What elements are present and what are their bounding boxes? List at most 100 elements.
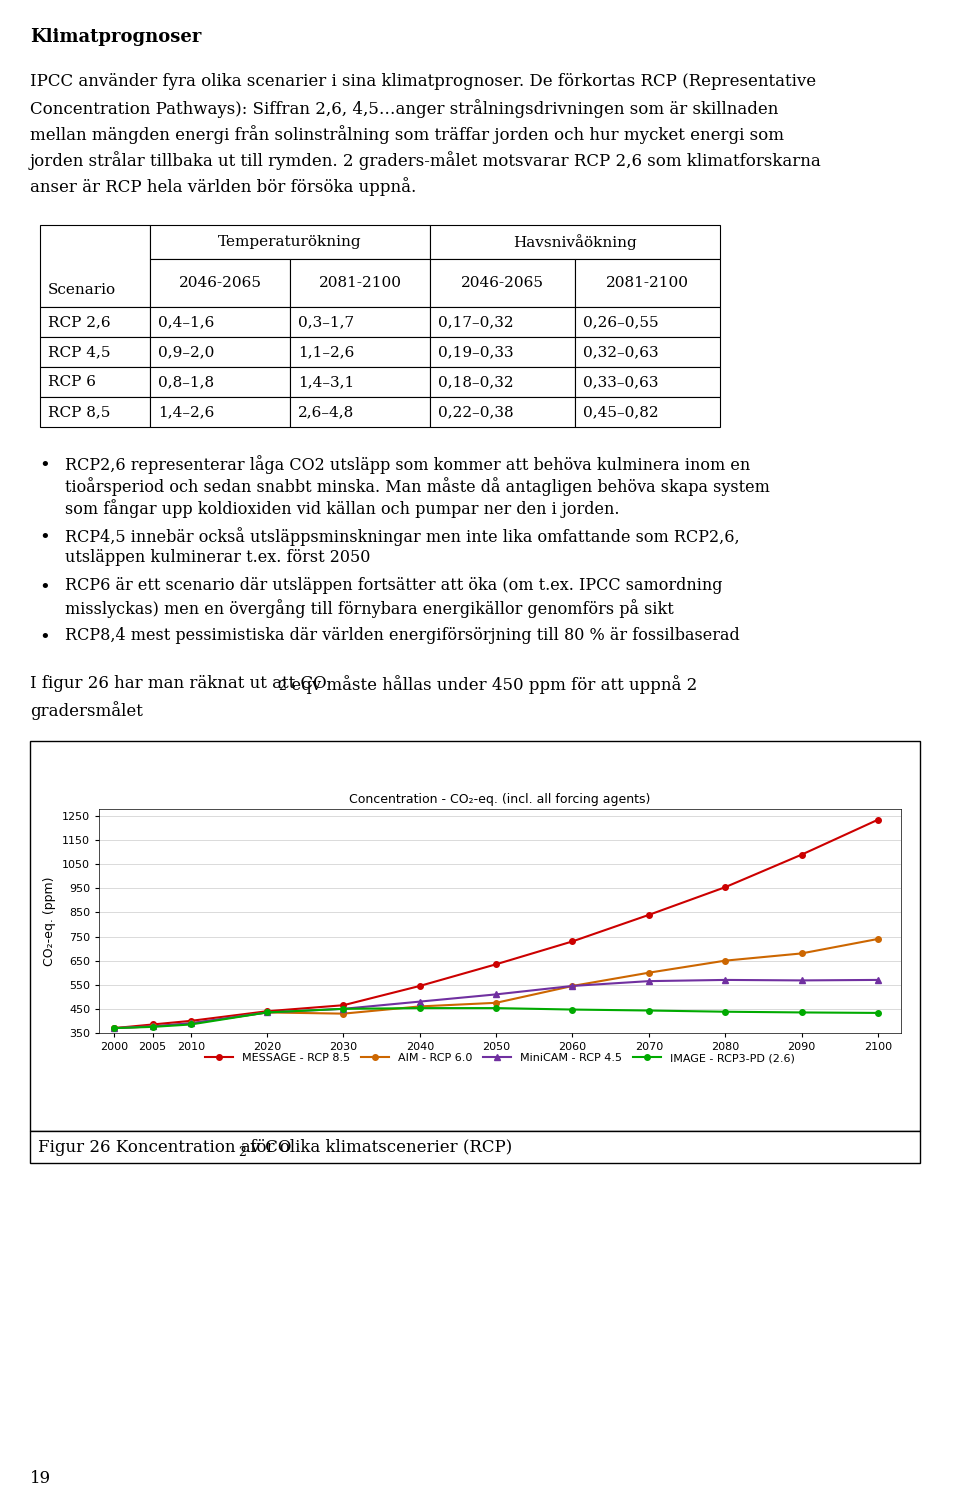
AIM - RCP 6.0: [185, 1014, 197, 1032]
MESSAGE - RCP 8.5: [108, 1019, 120, 1037]
Text: som fångar upp koldioxiden vid källan och pumpar ner den i jorden.: som fångar upp koldioxiden vid källan oc…: [65, 499, 619, 518]
Bar: [430, 225, 720, 260]
MiniCAM - RCP 4.5: [491, 985, 502, 1003]
Title: Concentration - CO₂-eq. (incl. all forcing agents): Concentration - CO₂-eq. (incl. all forci…: [349, 794, 651, 806]
Bar: [150, 337, 290, 367]
Text: 1,1–2,6: 1,1–2,6: [298, 346, 354, 359]
Text: anser är RCP hela världen bör försöka uppnå.: anser är RCP hela världen bör försöka up…: [30, 177, 417, 196]
Text: gradersmålet: gradersmålet: [30, 702, 143, 720]
MiniCAM - RCP 4.5: [872, 970, 883, 988]
Text: tioårsperiod och sedan snabbt minska. Man måste då antagligen behöva skapa syste: tioårsperiod och sedan snabbt minska. Ma…: [65, 477, 770, 496]
Bar: [150, 397, 290, 427]
Bar: [40, 337, 150, 367]
Bar: [575, 337, 720, 367]
AIM - RCP 6.0: [719, 952, 731, 970]
Text: 2046-2065: 2046-2065: [179, 276, 261, 290]
Bar: [575, 306, 720, 337]
MiniCAM - RCP 4.5: [796, 972, 807, 990]
Line: IMAGE - RCP3-PD (2.6): IMAGE - RCP3-PD (2.6): [111, 1005, 880, 1031]
Text: RCP2,6 representerar låga CO2 utsläpp som kommer att behöva kulminera inom en: RCP2,6 representerar låga CO2 utsläpp so…: [65, 456, 751, 474]
Text: 2046-2065: 2046-2065: [461, 276, 544, 290]
Text: Temperaturökning: Temperaturökning: [218, 235, 362, 249]
AIM - RCP 6.0: [261, 1003, 273, 1022]
Text: eqv måste hållas under 450 ppm för att uppnå 2: eqv måste hållas under 450 ppm för att u…: [285, 675, 697, 694]
IMAGE - RCP3-PD (2.6): [643, 1002, 655, 1020]
MiniCAM - RCP 4.5: [719, 970, 731, 988]
Text: 0,17–0,32: 0,17–0,32: [438, 315, 514, 329]
Bar: [40, 397, 150, 427]
Text: 0,32–0,63: 0,32–0,63: [583, 346, 659, 359]
MiniCAM - RCP 4.5: [414, 993, 425, 1011]
IMAGE - RCP3-PD (2.6): [185, 1016, 197, 1034]
Text: RCP4,5 innebär också utsläppsminskningar men inte lika omfattande som RCP2,6,: RCP4,5 innebär också utsläppsminskningar…: [65, 527, 739, 546]
Bar: [40, 367, 150, 397]
Text: Scenario: Scenario: [48, 284, 116, 297]
Bar: [30, 1132, 920, 1163]
Text: RCP 4,5: RCP 4,5: [48, 346, 110, 359]
Bar: [40, 306, 150, 337]
Text: 0,19–0,33: 0,19–0,33: [438, 346, 514, 359]
IMAGE - RCP3-PD (2.6): [261, 1003, 273, 1022]
Text: 0,3–1,7: 0,3–1,7: [298, 315, 354, 329]
Text: 0,18–0,32: 0,18–0,32: [438, 376, 514, 389]
Text: 0,4–1,6: 0,4–1,6: [158, 315, 214, 329]
Text: •: •: [39, 579, 50, 598]
Text: 1,4–2,6: 1,4–2,6: [158, 404, 214, 420]
MESSAGE - RCP 8.5: [147, 1016, 158, 1034]
Text: för olika klimatscenerier (RCP): för olika klimatscenerier (RCP): [245, 1138, 513, 1156]
Bar: [290, 337, 430, 367]
MiniCAM - RCP 4.5: [108, 1019, 120, 1037]
MiniCAM - RCP 4.5: [261, 1003, 273, 1022]
Text: 0,45–0,82: 0,45–0,82: [583, 404, 659, 420]
AIM - RCP 6.0: [566, 976, 578, 994]
AIM - RCP 6.0: [796, 945, 807, 963]
Bar: [40, 225, 150, 306]
IMAGE - RCP3-PD (2.6): [491, 999, 502, 1017]
AIM - RCP 6.0: [491, 994, 502, 1013]
Bar: [430, 260, 575, 306]
Text: •: •: [39, 530, 50, 546]
Text: 0,9–2,0: 0,9–2,0: [158, 346, 214, 359]
Text: 0,26–0,55: 0,26–0,55: [583, 315, 659, 329]
MESSAGE - RCP 8.5: [261, 1002, 273, 1020]
Text: jorden strålar tillbaka ut till rymden. 2 graders-målet motsvarar RCP 2,6 som kl: jorden strålar tillbaka ut till rymden. …: [30, 151, 822, 171]
MESSAGE - RCP 8.5: [566, 933, 578, 951]
IMAGE - RCP3-PD (2.6): [796, 1003, 807, 1022]
Bar: [30, 741, 920, 1132]
Text: •: •: [39, 457, 50, 475]
MESSAGE - RCP 8.5: [719, 878, 731, 896]
Text: RCP 8,5: RCP 8,5: [48, 404, 110, 420]
Bar: [575, 367, 720, 397]
Text: Klimatprognoser: Klimatprognoser: [30, 29, 202, 45]
Text: RCP8,4 mest pessimistiska där världen energiförsörjning till 80 % är fossilbaser: RCP8,4 mest pessimistiska där världen en…: [65, 628, 740, 644]
MESSAGE - RCP 8.5: [491, 955, 502, 973]
Bar: [430, 367, 575, 397]
MiniCAM - RCP 4.5: [147, 1017, 158, 1035]
AIM - RCP 6.0: [147, 1017, 158, 1035]
Text: RCP6 är ett scenario där utsläppen fortsätter att öka (om t.ex. IPCC samordning: RCP6 är ett scenario där utsläppen forts…: [65, 576, 723, 595]
Text: 2: 2: [278, 681, 286, 693]
Bar: [290, 306, 430, 337]
Bar: [430, 337, 575, 367]
MiniCAM - RCP 4.5: [566, 976, 578, 994]
Bar: [150, 225, 430, 260]
Line: AIM - RCP 6.0: AIM - RCP 6.0: [111, 936, 880, 1031]
Text: 0,22–0,38: 0,22–0,38: [438, 404, 514, 420]
AIM - RCP 6.0: [643, 964, 655, 982]
Text: 0,8–1,8: 0,8–1,8: [158, 376, 214, 389]
Text: RCP 2,6: RCP 2,6: [48, 315, 110, 329]
Text: 19: 19: [30, 1470, 51, 1486]
MESSAGE - RCP 8.5: [338, 996, 349, 1014]
Bar: [290, 367, 430, 397]
MESSAGE - RCP 8.5: [872, 810, 883, 828]
AIM - RCP 6.0: [872, 930, 883, 948]
Text: RCP 6: RCP 6: [48, 376, 96, 389]
Text: 2: 2: [238, 1145, 246, 1159]
MESSAGE - RCP 8.5: [643, 905, 655, 924]
Text: mellan mängden energi från solinstrålning som träffar jorden och hur mycket ener: mellan mängden energi från solinstrålnin…: [30, 125, 784, 143]
Text: IPCC använder fyra olika scenarier i sina klimatprognoser. De förkortas RCP (Rep: IPCC använder fyra olika scenarier i sin…: [30, 72, 816, 91]
Text: I figur 26 har man räknat ut att CO: I figur 26 har man räknat ut att CO: [30, 675, 326, 693]
Text: 1,4–3,1: 1,4–3,1: [298, 376, 354, 389]
IMAGE - RCP3-PD (2.6): [719, 1002, 731, 1020]
Line: MiniCAM - RCP 4.5: MiniCAM - RCP 4.5: [111, 978, 880, 1031]
